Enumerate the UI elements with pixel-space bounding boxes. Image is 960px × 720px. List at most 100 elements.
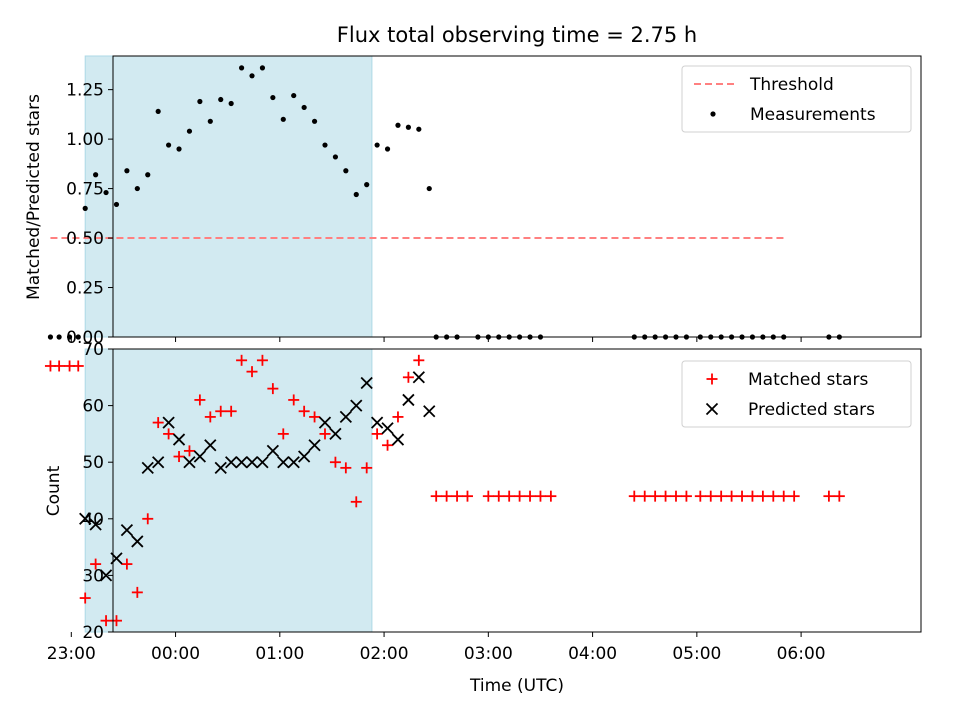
predicted-point-1	[89, 518, 102, 531]
measurement-point-35	[405, 124, 411, 130]
measurement-point-3	[75, 334, 81, 340]
matched-point-51	[660, 490, 672, 502]
predicted-point-7-b	[152, 456, 165, 469]
measurement-point-0	[47, 334, 54, 340]
predicted-point-9-b	[172, 433, 186, 446]
xtick-label-3: 02:00	[360, 644, 409, 664]
measurement-point-30	[353, 191, 359, 198]
predicted-point-15	[235, 456, 248, 469]
predicted-legend-x-b	[705, 402, 719, 416]
top-ytick-label-4: 1.00	[66, 130, 104, 150]
measurement-point-36	[416, 126, 422, 132]
top-ytick-label-0: 0.00	[66, 328, 104, 348]
predicted-point-7	[152, 456, 165, 469]
matched-point-44	[514, 490, 526, 502]
matched-point-20	[246, 366, 258, 378]
matched-point-30	[350, 496, 362, 508]
measurement-point-22	[270, 94, 276, 101]
matched-point-60	[757, 490, 769, 502]
xtick-label-7: 06:00	[777, 644, 826, 664]
matched-point-28	[329, 456, 341, 468]
measurements-legend-label: Measurements	[750, 105, 876, 125]
measurement-point-28	[332, 154, 339, 160]
measurement-point-34	[395, 122, 401, 128]
predicted-point-31-b	[402, 393, 415, 407]
measurements-legend-marker	[710, 111, 716, 117]
predicted-point-24-b	[329, 427, 342, 441]
top-axes-frame	[112, 55, 922, 338]
predicted-point-2	[99, 569, 113, 582]
predicted-point-6	[141, 461, 154, 474]
predicted-legend-x	[705, 402, 719, 416]
measurement-point-9	[134, 185, 140, 192]
matched-point-61	[767, 490, 779, 502]
predicted-point-24	[329, 427, 342, 441]
predicted-point-28	[370, 416, 384, 429]
predicted-point-14-b	[225, 456, 238, 469]
predicted-point-10	[183, 456, 196, 469]
predicted-point-29	[381, 422, 394, 435]
matched-point-24	[288, 394, 300, 406]
measurement-point-26	[311, 118, 318, 124]
matched-point-52	[670, 490, 682, 502]
xtick-label-4: 03:00	[464, 644, 513, 664]
bottom-ylabel: Count	[44, 465, 64, 516]
matched-point-11	[152, 417, 164, 429]
measurement-point-10	[145, 172, 151, 178]
measurement-point-15	[197, 98, 203, 105]
predicted-point-4-b	[120, 523, 134, 537]
matched-point-29	[340, 462, 352, 474]
predicted-point-29-b	[381, 422, 394, 435]
predicted-point-20	[287, 456, 300, 469]
matched-point-23	[277, 428, 289, 440]
matched-point-56	[715, 490, 727, 502]
matched-point-25	[298, 405, 310, 417]
predicted-legend-label: Predicted stars	[748, 400, 875, 420]
matched-point-46	[534, 490, 546, 502]
predicted-point-23	[318, 416, 332, 429]
matched-point-55	[705, 490, 717, 502]
top-ytick-label-5: 1.25	[66, 81, 104, 101]
measurement-point-14	[186, 128, 193, 134]
matched-point-42	[493, 490, 505, 502]
bottom-ytick-label-2: 40	[82, 510, 104, 530]
xtick-label-0: 23:00	[47, 644, 96, 664]
matched-point-31	[361, 462, 373, 474]
matched-legend-label: Matched stars	[748, 370, 868, 390]
matched-point-32	[371, 428, 383, 440]
predicted-point-5	[131, 535, 144, 548]
measurement-point-37	[426, 185, 432, 192]
matched-point-62	[778, 490, 790, 502]
predicted-point-8	[162, 416, 175, 429]
predicted-point-13-b	[214, 461, 227, 474]
chart-title: Flux total observing time = 2.75 h	[337, 23, 697, 47]
predicted-point-1-b	[89, 518, 102, 531]
predicted-point-16-b	[245, 456, 259, 469]
predicted-point-32-b	[412, 371, 425, 384]
matched-point-58	[736, 490, 748, 502]
predicted-point-25-b	[339, 410, 352, 424]
predicted-point-4	[120, 523, 134, 537]
top-legend: Threshold Measurements	[681, 65, 912, 133]
bottom-ytick-label-1: 30	[82, 566, 104, 586]
predicted-point-33-b	[423, 405, 436, 418]
matched-point-47	[545, 490, 557, 502]
predicted-point-26-b	[350, 399, 363, 412]
measurement-point-4	[82, 205, 88, 211]
matched-point-5	[90, 558, 102, 570]
matched-point-37	[430, 490, 442, 502]
matched-point-50	[649, 490, 661, 502]
predicted-point-27	[360, 376, 373, 390]
xtick-label-2: 01:00	[255, 644, 304, 664]
threshold-legend-label: Threshold	[749, 75, 834, 95]
bottom-axes-frame	[112, 348, 922, 633]
predicted-point-12	[204, 439, 217, 452]
measurement-point-13	[176, 146, 182, 152]
top-observing-span	[84, 55, 373, 338]
predicted-point-19	[277, 456, 290, 469]
bottom-legend: Matched stars Predicted stars	[681, 360, 912, 428]
matched-point-49	[639, 490, 651, 502]
predicted-point-9	[172, 433, 186, 446]
matched-point-33	[382, 439, 394, 451]
